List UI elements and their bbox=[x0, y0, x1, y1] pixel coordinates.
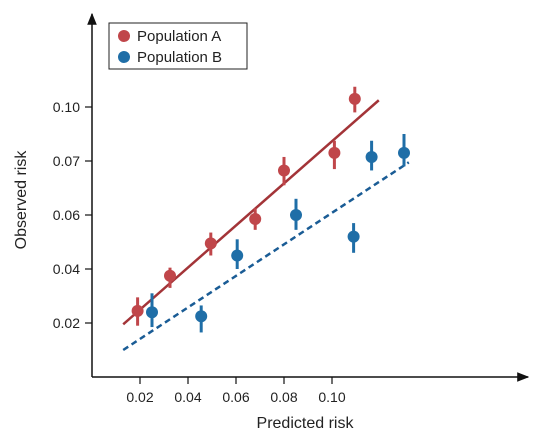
data-point-a bbox=[249, 213, 262, 226]
data-point-a bbox=[328, 146, 341, 159]
fit-line-a bbox=[122, 99, 380, 326]
x-tick-label: 0.04 bbox=[174, 389, 201, 405]
fit-line-b bbox=[122, 161, 410, 352]
y-tick-label: 0.07 bbox=[53, 153, 80, 169]
legend-label-b: Population B bbox=[137, 49, 222, 66]
y-axis-title: Observed risk bbox=[13, 150, 30, 250]
points bbox=[131, 92, 410, 323]
legend-label-a: Population A bbox=[137, 28, 221, 45]
data-point-a bbox=[164, 269, 176, 282]
legend-marker-a bbox=[118, 30, 130, 42]
y-ticks: 0.02 0.04 0.06 0.07 0.10 bbox=[53, 99, 92, 331]
data-point-b bbox=[398, 146, 410, 159]
legend-marker-b bbox=[118, 51, 130, 63]
data-point-a bbox=[278, 164, 290, 177]
data-point-b bbox=[347, 230, 360, 243]
legend-box bbox=[108, 22, 248, 70]
x-tick-label: 0.10 bbox=[318, 389, 345, 405]
x-tick-label: 0.06 bbox=[222, 389, 249, 405]
y-tick-label: 0.06 bbox=[53, 207, 80, 223]
y-tick-label: 0.04 bbox=[53, 261, 80, 277]
fit-lines bbox=[122, 99, 410, 352]
y-tick-label: 0.02 bbox=[53, 315, 80, 331]
data-point-b bbox=[195, 310, 208, 323]
data-point-b bbox=[365, 150, 378, 163]
error-bars bbox=[136, 86, 406, 333]
x-tick-label: 0.08 bbox=[270, 389, 297, 405]
y-tick-label: 0.10 bbox=[53, 99, 80, 115]
data-point-b bbox=[231, 249, 244, 262]
data-point-a bbox=[131, 304, 144, 317]
data-point-a bbox=[204, 237, 217, 250]
x-ticks: 0.02 0.04 0.06 0.08 0.10 bbox=[126, 377, 346, 405]
data-point-b bbox=[290, 209, 302, 221]
x-axis-title: Predicted risk bbox=[257, 415, 355, 432]
data-point-b bbox=[146, 306, 158, 319]
legend: Population A Population B bbox=[108, 22, 248, 70]
x-tick-label: 0.02 bbox=[126, 389, 153, 405]
data-point-a bbox=[348, 92, 361, 105]
